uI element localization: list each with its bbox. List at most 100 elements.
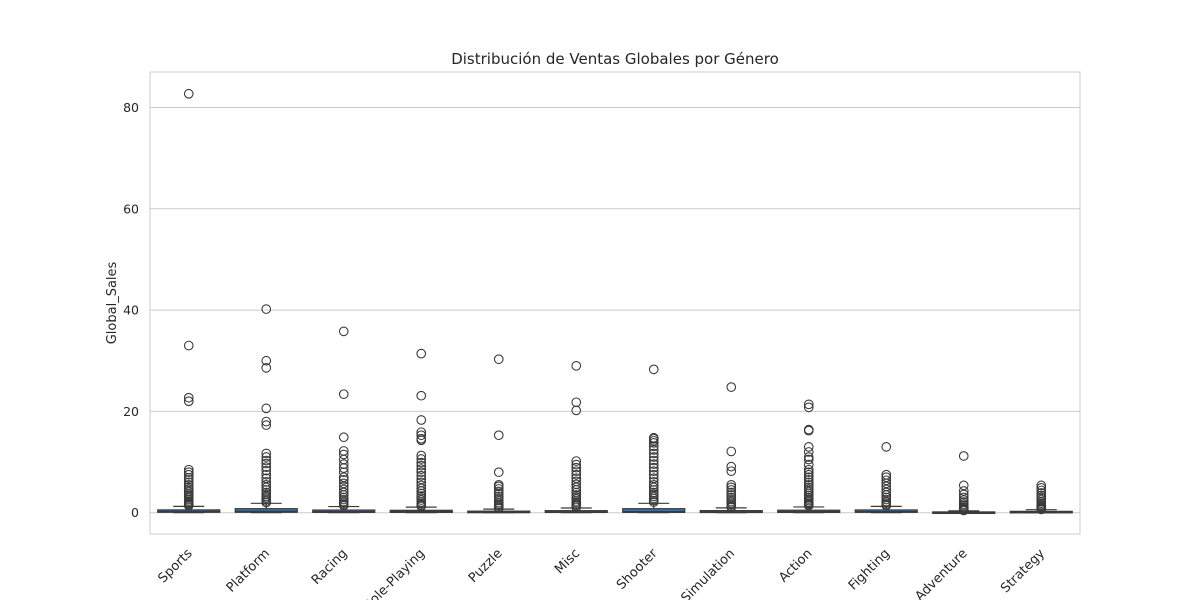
outlier-point: [416, 450, 427, 461]
outlier-point: [958, 505, 969, 516]
outlier-point: [261, 455, 272, 466]
outlier-point: [183, 396, 194, 407]
outlier-point: [261, 448, 272, 459]
outlier-point: [261, 462, 272, 472]
outlier-point: [416, 470, 427, 481]
outlier-point: [803, 399, 814, 410]
outlier-point: [803, 474, 814, 485]
box-group: [1009, 480, 1073, 515]
box-group: [854, 442, 918, 514]
outlier-point: [183, 88, 194, 99]
outlier-point: [261, 465, 272, 476]
outlier-point: [416, 467, 427, 478]
outlier-point: [726, 466, 737, 477]
y-tick-label: 20: [123, 404, 139, 419]
outlier-point: [338, 500, 349, 511]
outlier-point: [648, 466, 659, 477]
outlier-point: [183, 467, 194, 478]
outlier-point: [416, 348, 427, 359]
y-tick-label: 0: [131, 505, 139, 520]
plot-area: [149, 71, 1081, 535]
outlier-point: [958, 451, 969, 461]
outlier-point: [648, 469, 659, 480]
outlier-point: [183, 500, 194, 511]
outlier-point: [571, 459, 582, 470]
outlier-point: [493, 481, 504, 492]
outlier-point: [493, 430, 504, 441]
outlier-point: [803, 454, 814, 465]
outlier-point: [261, 497, 272, 508]
box-group: [467, 354, 531, 514]
outlier-point: [338, 474, 349, 485]
outlier-point: [803, 402, 814, 413]
outlier-point: [803, 452, 814, 462]
y-tick-label: 40: [123, 303, 139, 318]
outlier-point: [183, 392, 194, 403]
outlier-point: [261, 452, 272, 462]
outlier-point: [1036, 504, 1047, 515]
outlier-point: [648, 459, 659, 469]
outlier-point: [803, 467, 814, 478]
outlier-point: [803, 425, 814, 436]
box-group: [622, 364, 686, 514]
outlier-point: [1036, 480, 1047, 491]
box-iqr: [622, 508, 686, 513]
outlier-point: [571, 405, 582, 416]
outlier-point: [261, 420, 272, 430]
box-group: [699, 382, 763, 514]
outlier-point: [261, 304, 272, 314]
outlier-point: [493, 354, 504, 365]
outlier-point: [648, 448, 659, 459]
outlier-point: [571, 482, 582, 493]
outlier-point: [803, 464, 814, 475]
outlier-point: [726, 482, 737, 493]
outlier-point: [803, 472, 814, 483]
outlier-point: [261, 355, 272, 366]
outlier-point: [183, 474, 194, 485]
outlier-point: [416, 430, 427, 441]
outlier-point: [958, 489, 969, 500]
outlier-point: [571, 469, 582, 480]
outlier-point: [261, 362, 272, 373]
box-group: [389, 348, 453, 514]
outlier-point: [338, 326, 349, 337]
outlier-point: [416, 460, 427, 471]
outlier-point: [261, 469, 272, 480]
outlier-point: [493, 484, 504, 494]
outlier-point: [338, 449, 349, 460]
box-group: [234, 304, 298, 514]
box-group: [312, 326, 376, 514]
outlier-point: [416, 464, 427, 475]
box-group: [544, 360, 608, 514]
outlier-point: [571, 462, 582, 473]
outlier-point: [881, 500, 892, 511]
outlier-point: [803, 447, 814, 457]
outlier-point: [571, 360, 582, 371]
outlier-point: [261, 403, 272, 414]
outlier-point: [803, 500, 814, 511]
outlier-point: [803, 442, 814, 452]
y-tick-label: 60: [123, 201, 139, 216]
box-group: [932, 451, 996, 516]
outlier-point: [261, 416, 272, 427]
outlier-point: [338, 467, 349, 478]
outlier-point: [416, 457, 427, 468]
outlier-point: [416, 435, 427, 446]
outlier-point: [183, 340, 194, 351]
outlier-point: [1036, 483, 1047, 493]
y-tick-label: 80: [123, 100, 139, 115]
outlier-point: [571, 502, 582, 513]
outlier-point: [648, 480, 659, 490]
outlier-point: [726, 502, 737, 513]
outlier-point: [571, 456, 582, 466]
outlier-point: [803, 469, 814, 480]
chart-title: Distribución de Ventas Globales por Géne…: [451, 50, 779, 68]
boxes: [157, 88, 1073, 516]
outlier-point: [726, 461, 737, 472]
outlier-point: [648, 462, 659, 473]
outlier-point: [648, 445, 659, 455]
box-iqr: [234, 508, 298, 513]
outlier-point: [726, 446, 737, 457]
outlier-point: [803, 459, 814, 470]
